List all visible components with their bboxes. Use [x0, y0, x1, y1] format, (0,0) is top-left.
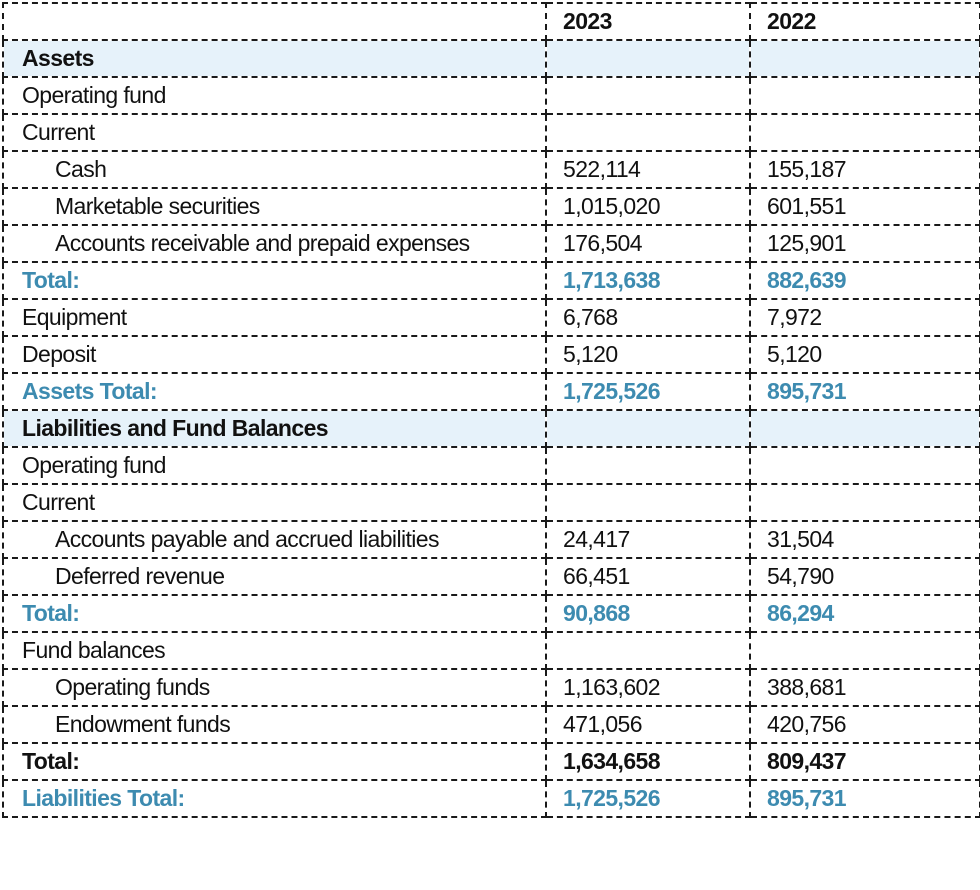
- table-row: Accounts receivable and prepaid expenses…: [2, 224, 980, 263]
- table-row: Deferred revenue 66,451 54,790: [2, 557, 980, 596]
- value-2022: 5,120: [749, 335, 980, 374]
- subtotal-row: Total: 1,713,638 882,639: [2, 261, 980, 300]
- balance-sheet-body: 2023 2022 Assets Operating fund Current Cas…: [2, 2, 980, 818]
- row-label: Cash: [2, 150, 547, 189]
- value-2023: [545, 446, 751, 485]
- value-2023: 1,713,638: [545, 261, 751, 300]
- value-2022: 388,681: [749, 668, 980, 707]
- value-2023: 1,725,526: [545, 372, 751, 411]
- header-2022: 2022: [749, 2, 980, 41]
- row-label: Accounts payable and accrued liabilities: [2, 520, 547, 559]
- table-row: Accounts payable and accrued liabilities…: [2, 520, 980, 559]
- value-2022: 125,901: [749, 224, 980, 263]
- value-2022: [749, 631, 980, 670]
- value-2023: 471,056: [545, 705, 751, 744]
- subtotal-row: Total: 90,868 86,294: [2, 594, 980, 633]
- row-label: Operating fund: [2, 446, 547, 485]
- table-row: Current: [2, 483, 980, 522]
- value-2023: [545, 483, 751, 522]
- value-2022: 31,504: [749, 520, 980, 559]
- value-2023: 5,120: [545, 335, 751, 374]
- row-label: Marketable securities: [2, 187, 547, 226]
- value-2022: [749, 76, 980, 115]
- value-2022: 601,551: [749, 187, 980, 226]
- value-2022: 882,639: [749, 261, 980, 300]
- balance-sheet-table: 2023 2022 Assets Operating fund Current Cas…: [2, 2, 980, 818]
- subtotal-row: Assets Total: 1,725,526 895,731: [2, 372, 980, 411]
- value-2023: [545, 39, 751, 78]
- value-2023: [545, 409, 751, 448]
- row-label: Deposit: [2, 335, 547, 374]
- value-2022: 7,972: [749, 298, 980, 337]
- row-label: Liabilities and Fund Balances: [2, 409, 547, 448]
- section-header-row: Liabilities and Fund Balances: [2, 409, 980, 448]
- value-2023: 90,868: [545, 594, 751, 633]
- row-label: Current: [2, 483, 547, 522]
- row-label: Assets Total:: [2, 372, 547, 411]
- table-row: Operating funds 1,163,602 388,681: [2, 668, 980, 707]
- value-2022: [749, 446, 980, 485]
- value-2022: [749, 409, 980, 448]
- row-label: Assets: [2, 39, 547, 78]
- value-2023: 24,417: [545, 520, 751, 559]
- row-label: Fund balances: [2, 631, 547, 670]
- value-2022: 420,756: [749, 705, 980, 744]
- row-label: Deferred revenue: [2, 557, 547, 596]
- table-row: Fund balances: [2, 631, 980, 670]
- total-row: Total: 1,634,658 809,437: [2, 742, 980, 781]
- value-2023: 176,504: [545, 224, 751, 263]
- value-2023: 522,114: [545, 150, 751, 189]
- table-row: Current: [2, 113, 980, 152]
- value-2022: 54,790: [749, 557, 980, 596]
- table-row: Cash 522,114 155,187: [2, 150, 980, 189]
- row-label: Equipment: [2, 298, 547, 337]
- value-2022: 895,731: [749, 779, 980, 818]
- section-header-row: Assets: [2, 39, 980, 78]
- row-label: Total:: [2, 261, 547, 300]
- value-2022: 155,187: [749, 150, 980, 189]
- table-row: Operating fund: [2, 76, 980, 115]
- row-label: Total:: [2, 594, 547, 633]
- value-2023: 6,768: [545, 298, 751, 337]
- row-label: Liabilities Total:: [2, 779, 547, 818]
- subtotal-row: Liabilities Total: 1,725,526 895,731: [2, 779, 980, 818]
- row-label: Total:: [2, 742, 547, 781]
- header-label-cell: [2, 2, 547, 41]
- table-row: Operating fund: [2, 446, 980, 485]
- value-2023: 1,725,526: [545, 779, 751, 818]
- value-2022: [749, 39, 980, 78]
- value-2023: 66,451: [545, 557, 751, 596]
- table-row: Endowment funds 471,056 420,756: [2, 705, 980, 744]
- table-row: Equipment 6,768 7,972: [2, 298, 980, 337]
- table-row: Marketable securities 1,015,020 601,551: [2, 187, 980, 226]
- value-2023: 1,163,602: [545, 668, 751, 707]
- row-label: Endowment funds: [2, 705, 547, 744]
- value-2022: 86,294: [749, 594, 980, 633]
- row-label: Operating fund: [2, 76, 547, 115]
- value-2022: 809,437: [749, 742, 980, 781]
- value-2022: [749, 113, 980, 152]
- value-2023: 1,634,658: [545, 742, 751, 781]
- value-2023: [545, 631, 751, 670]
- row-label: Operating funds: [2, 668, 547, 707]
- row-label: Current: [2, 113, 547, 152]
- table-row: Deposit 5,120 5,120: [2, 335, 980, 374]
- header-row: 2023 2022: [2, 2, 980, 41]
- value-2023: 1,015,020: [545, 187, 751, 226]
- value-2022: 895,731: [749, 372, 980, 411]
- value-2023: [545, 76, 751, 115]
- value-2023: [545, 113, 751, 152]
- value-2022: [749, 483, 980, 522]
- row-label: Accounts receivable and prepaid expenses: [2, 224, 547, 263]
- header-2023: 2023: [545, 2, 751, 41]
